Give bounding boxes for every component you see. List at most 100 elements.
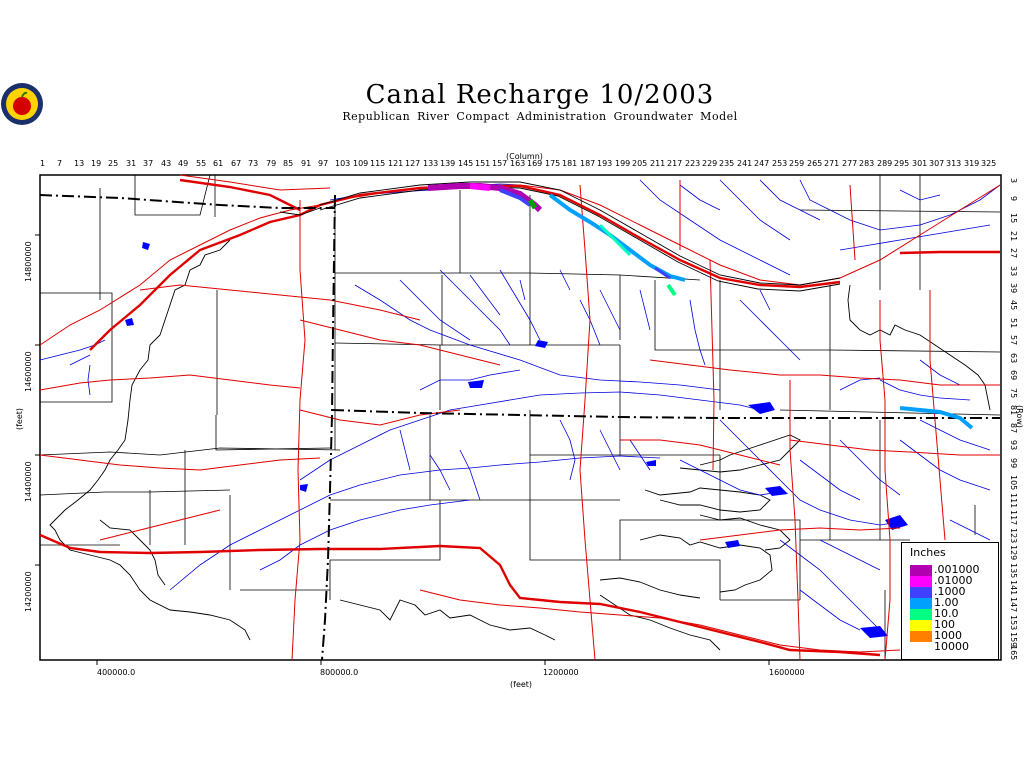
legend-swatch [910, 631, 932, 642]
row-tick: 21 [1009, 231, 1018, 242]
column-tick: 199 [615, 159, 631, 168]
column-tick: 307 [929, 159, 945, 168]
x-tick: 1600000 [769, 668, 805, 677]
row-tick: 63 [1009, 353, 1018, 364]
legend-swatch [910, 598, 932, 609]
column-tick: 175 [545, 159, 561, 168]
county-boundaries [39, 174, 1001, 660]
column-tick: 283 [859, 159, 875, 168]
canal-lines [279, 181, 841, 292]
column-tick: 235 [719, 159, 735, 168]
row-tick: 129 [1009, 545, 1018, 561]
legend-label: .01000 [934, 574, 973, 587]
row-tick: 105 [1009, 475, 1018, 491]
column-tick: 301 [912, 159, 928, 168]
legend-label: .001000 [934, 563, 980, 576]
row-tick: 15 [1009, 213, 1018, 224]
column-tick: 133 [423, 159, 439, 168]
column-tick: 163 [510, 159, 526, 168]
column-tick: 205 [632, 159, 648, 168]
row-tick: 57 [1009, 335, 1018, 346]
map-subtitle: Republican River Compact Administration … [342, 110, 738, 123]
legend-label: 10000 [934, 640, 969, 653]
column-tick: 85 [283, 159, 294, 168]
column-axis-label: (Column) [506, 152, 543, 161]
column-tick: 151 [475, 159, 491, 168]
column-tick: 211 [650, 159, 666, 168]
column-tick: 1 [40, 159, 46, 168]
row-tick: 111 [1009, 493, 1018, 509]
legend-item: 10.0 [910, 607, 996, 620]
row-tick: 153 [1009, 615, 1018, 631]
column-tick: 109 [353, 159, 369, 168]
district-boundaries [49, 239, 991, 651]
legend-item: 1000 [910, 629, 996, 642]
column-tick: 169 [527, 159, 543, 168]
axis-ticks [35, 234, 770, 665]
legend-swatch [910, 565, 932, 576]
row-tick: 33 [1009, 266, 1018, 277]
legend-swatch [910, 642, 932, 653]
y-tick: 14600000 [24, 351, 33, 392]
row-tick: 27 [1009, 248, 1018, 259]
column-ticks: 1 7 13 19 25 31 37 43 49 55 61 67 73 79 … [40, 159, 1001, 171]
y-axis-label: (feet) [15, 407, 24, 430]
column-tick: 289 [877, 159, 893, 168]
column-tick: 313 [946, 159, 962, 168]
column-tick: 121 [388, 159, 404, 168]
row-tick: 93 [1009, 440, 1018, 451]
column-tick: 13 [74, 159, 85, 168]
legend-item: 100 [910, 618, 996, 631]
column-tick: 325 [981, 159, 997, 168]
column-tick: 103 [335, 159, 351, 168]
x-tick: 400000.0 [97, 668, 136, 677]
column-tick: 241 [737, 159, 753, 168]
legend-label: .1000 [934, 585, 966, 598]
column-tick: 19 [91, 159, 102, 168]
legend-item: .001000 [910, 563, 996, 576]
row-tick: 117 [1009, 510, 1018, 526]
legend-label: 1.00 [934, 596, 959, 609]
legend-swatch [910, 620, 932, 631]
row-tick: 75 [1009, 388, 1018, 399]
streams [39, 179, 1001, 641]
column-tick: 139 [440, 159, 456, 168]
row-tick: 69 [1009, 370, 1018, 381]
major-highways [39, 178, 1000, 657]
row-tick: 147 [1009, 597, 1018, 613]
legend-label: 10.0 [934, 607, 959, 620]
legend-label: 1000 [934, 629, 962, 642]
x-tick: 800000.0 [320, 668, 359, 677]
column-tick: 217 [667, 159, 683, 168]
column-tick: 73 [248, 159, 259, 168]
column-tick: 223 [685, 159, 701, 168]
x-tick: 1200000 [543, 668, 579, 677]
legend-swatch [910, 609, 932, 620]
column-tick: 295 [894, 159, 910, 168]
row-tick: 51 [1009, 318, 1018, 329]
row-tick: 123 [1009, 528, 1018, 544]
y-tick: 14800000 [24, 241, 33, 282]
column-tick: 97 [318, 159, 329, 168]
row-tick: 39 [1009, 283, 1018, 294]
row-tick: 9 [1009, 196, 1018, 202]
y-tick: 14200000 [24, 571, 33, 612]
column-tick: 247 [754, 159, 770, 168]
legend-item: 10000 [910, 640, 996, 653]
column-tick: 91 [301, 159, 312, 168]
recharge-cells [427, 183, 974, 430]
column-tick: 319 [964, 159, 980, 168]
column-tick: 7 [57, 159, 63, 168]
column-tick: 127 [405, 159, 421, 168]
reservoirs [125, 242, 908, 638]
row-tick: 165 [1009, 645, 1018, 661]
row-tick: 99 [1009, 458, 1018, 469]
legend-item: 1.00 [910, 596, 996, 609]
y-tick: 14400000 [24, 461, 33, 502]
column-tick: 61 [213, 159, 224, 168]
column-tick: 259 [789, 159, 805, 168]
legend-title: Inches [910, 546, 946, 559]
roads [39, 174, 1001, 661]
column-tick: 37 [143, 159, 154, 168]
